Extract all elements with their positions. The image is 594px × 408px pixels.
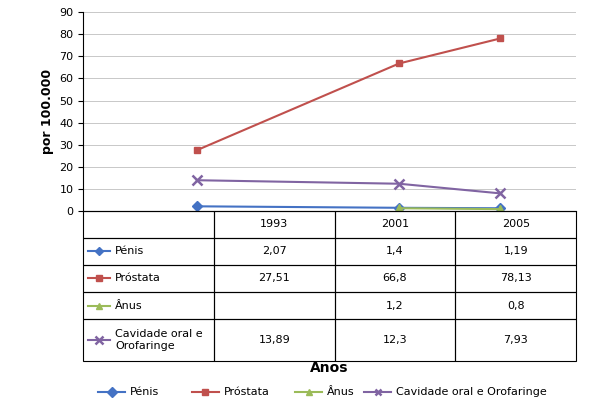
Text: Cavidade oral e
Orofaringe: Cavidade oral e Orofaringe [115,329,203,351]
Line: Pénis: Pénis [194,203,504,212]
Text: 1993: 1993 [260,220,288,229]
Próstata [194,148,201,153]
Text: 1,4: 1,4 [386,246,404,257]
Próstata [497,36,504,41]
Y-axis label: por 100.000: por 100.000 [41,69,54,154]
Text: 66,8: 66,8 [383,273,407,284]
Text: 2,07: 2,07 [262,246,286,257]
Pénis [194,204,201,209]
Text: Ânus: Ânus [327,387,355,397]
Text: 12,3: 12,3 [383,335,407,345]
Cavidade oral e Orofaringe [194,178,201,183]
Text: 78,13: 78,13 [500,273,532,284]
Text: 7,93: 7,93 [503,335,528,345]
Line: Ânus: Ânus [395,204,504,213]
Text: Próstata: Próstata [115,273,161,284]
Text: Próstata: Próstata [224,387,270,397]
Próstata [396,61,403,66]
Text: Pénis: Pénis [115,246,144,257]
Cavidade oral e Orofaringe [497,191,504,196]
Text: 13,89: 13,89 [258,335,290,345]
Text: 1,19: 1,19 [504,246,528,257]
Text: Pénis: Pénis [130,387,159,397]
Pénis [396,205,403,210]
Text: 27,51: 27,51 [258,273,290,284]
Ânus [396,206,403,211]
Text: 1,2: 1,2 [386,301,404,310]
Text: 2001: 2001 [381,220,409,229]
Line: Cavidade oral e Orofaringe: Cavidade oral e Orofaringe [192,175,505,198]
Text: 2005: 2005 [502,220,530,229]
Text: 0,8: 0,8 [507,301,525,310]
Text: Ânus: Ânus [115,301,143,310]
Text: Cavidade oral e Orofaringe: Cavidade oral e Orofaringe [396,387,547,397]
Line: Próstata: Próstata [194,35,504,154]
Text: Anos: Anos [311,361,349,375]
Pénis [497,206,504,211]
Cavidade oral e Orofaringe [396,181,403,186]
Ânus [497,207,504,212]
